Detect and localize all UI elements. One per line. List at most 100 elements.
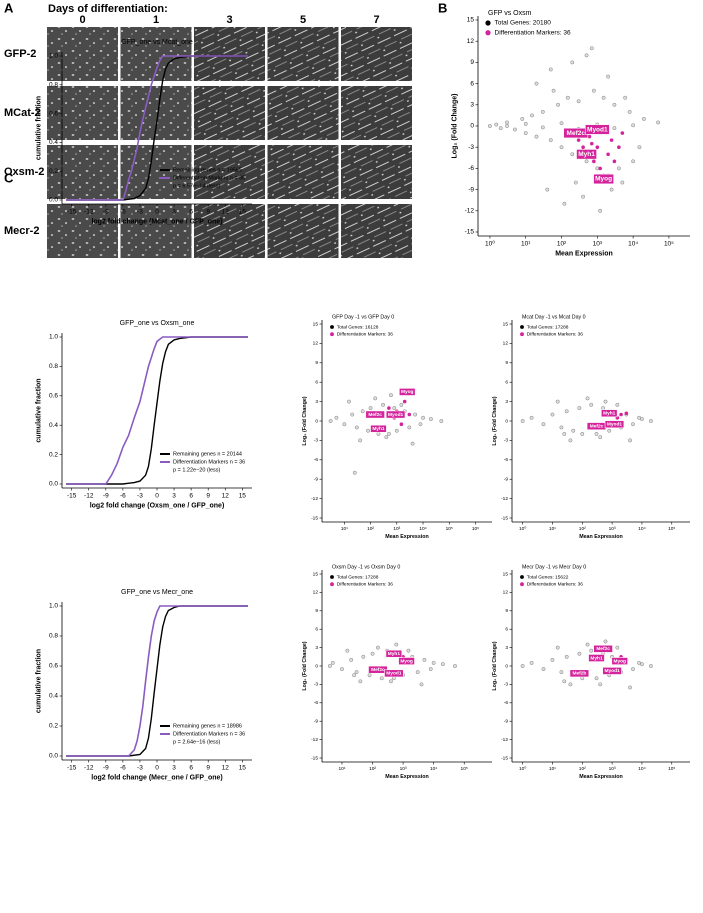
legend-swatch xyxy=(485,20,491,26)
cdf-line xyxy=(66,336,248,485)
gene-label: Mef2c xyxy=(371,667,385,673)
gene-point xyxy=(564,654,569,659)
marker-point xyxy=(620,131,625,135)
y-axis-label: Log₂ (Fold Change) xyxy=(302,641,308,690)
x-tick-label: 15 xyxy=(239,209,247,216)
y-tick-label: 6 xyxy=(470,80,474,87)
x-axis-label: log2 fold change (Mcat_one / GFP_one) xyxy=(91,219,222,226)
x-tick-label: 10⁰ xyxy=(519,766,526,772)
gene-point xyxy=(571,428,576,433)
cdf-line xyxy=(66,605,248,757)
gene-point xyxy=(640,662,644,667)
marker-point xyxy=(589,141,594,146)
micrograph xyxy=(341,86,412,140)
x-tick-label: 15 xyxy=(239,765,247,772)
x-tick-label: -9 xyxy=(103,765,109,772)
gene-point xyxy=(347,399,351,404)
x-tick-label: 0 xyxy=(155,493,159,500)
gene-point xyxy=(330,661,335,665)
gene-point xyxy=(584,53,589,58)
gene-label: Mef2c xyxy=(567,130,586,137)
panel-label: A xyxy=(4,0,14,15)
gene-label-box xyxy=(593,644,613,653)
gene-point xyxy=(603,639,608,644)
gene-label-box xyxy=(576,149,597,160)
x-tick-label: -15 xyxy=(67,493,77,500)
gene-point xyxy=(541,422,546,427)
y-tick-label: -3 xyxy=(314,682,319,688)
x-tick-label: 10¹ xyxy=(341,526,348,532)
legend-label: Total Genes: 20180 xyxy=(495,20,552,27)
x-tick-label: 10⁴ xyxy=(638,526,645,532)
x-tick-label: 10⁵ xyxy=(664,241,674,248)
gene-point xyxy=(419,682,424,687)
x-tick-label: 10⁴ xyxy=(419,526,426,532)
gene-point xyxy=(407,425,412,430)
gene-point xyxy=(589,402,594,407)
y-tick-label: -12 xyxy=(311,737,318,743)
gene-point xyxy=(594,432,599,436)
y-tick-label: 0.0 xyxy=(49,197,58,204)
y-tick-label: 0.0 xyxy=(49,481,58,488)
gene-point xyxy=(379,676,384,681)
gene-label: Myod1 xyxy=(386,671,402,677)
gene-point xyxy=(513,127,517,132)
gene-point xyxy=(642,117,646,121)
gene-label-box xyxy=(385,410,406,419)
gene-point xyxy=(573,180,578,185)
panel-label: B xyxy=(438,0,447,15)
gene-point xyxy=(570,60,575,65)
gene-point xyxy=(399,402,404,407)
gene-point xyxy=(548,138,553,143)
gene-point xyxy=(453,664,457,668)
chart-title: Mecr Day -1 vs Mecr Day 0 xyxy=(522,564,586,570)
column-header: 7 xyxy=(373,14,379,26)
chart-title: GFP_one vs Oxsm_one xyxy=(120,320,195,327)
marker-point xyxy=(619,412,623,417)
x-tick-label: 10⁵ xyxy=(668,766,675,772)
micrograph xyxy=(194,204,265,258)
gene-point xyxy=(361,654,366,659)
gene-point xyxy=(520,419,525,423)
gene-point xyxy=(620,180,625,185)
x-tick-label: -6 xyxy=(120,209,126,216)
legend-label: Total Genes: 17288 xyxy=(527,324,569,330)
x-tick-label: 10⁴ xyxy=(628,241,638,248)
gene-point xyxy=(534,81,539,86)
gene-point xyxy=(565,95,570,100)
y-tick-label: 6 xyxy=(315,379,318,385)
gene-label: Mef2b xyxy=(572,671,586,677)
gene-label: Myod1 xyxy=(605,668,621,674)
y-tick-label: 0.4 xyxy=(49,693,58,700)
gene-point xyxy=(373,396,378,401)
micrograph xyxy=(47,86,118,140)
gene-point xyxy=(562,201,567,206)
gene-point xyxy=(366,428,370,433)
x-tick-label: -6 xyxy=(120,765,126,772)
gene-point xyxy=(328,419,333,423)
y-tick-label: 12 xyxy=(503,341,509,347)
gene-point xyxy=(603,399,608,404)
legend-swatch xyxy=(520,332,524,337)
gene-point xyxy=(570,152,575,157)
micrograph xyxy=(194,145,265,199)
gene-point xyxy=(349,657,354,662)
x-tick-label: 10¹ xyxy=(339,766,346,772)
gene-point xyxy=(594,676,599,681)
gene-point xyxy=(394,642,399,647)
x-tick-label: 9 xyxy=(206,765,210,772)
gene-point xyxy=(541,667,546,671)
y-tick-label: -6 xyxy=(314,700,319,706)
x-tick-label: 10³ xyxy=(609,526,616,532)
gene-point xyxy=(384,435,389,440)
y-tick-label: 12 xyxy=(313,341,319,347)
x-tick-label: 6 xyxy=(189,209,193,216)
y-tick-label: 1.0 xyxy=(49,603,58,610)
chart-title: GFP_one vs Mcat_one xyxy=(121,39,193,46)
gene-point xyxy=(370,651,375,656)
gene-label-box xyxy=(604,420,625,429)
gene-point xyxy=(431,661,436,665)
gene-label: Mef2c xyxy=(368,412,382,418)
gene-label-box xyxy=(602,667,622,675)
